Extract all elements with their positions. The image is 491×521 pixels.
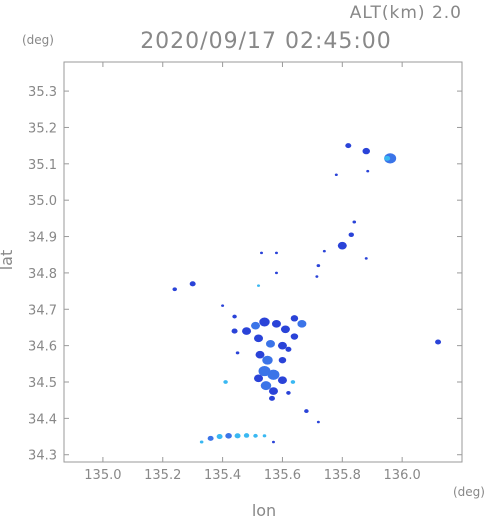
echo-point [221, 304, 225, 307]
y-tick-label: 34.4 [28, 412, 57, 427]
echo-point [290, 380, 296, 384]
echo-point [268, 387, 278, 395]
echo-point [297, 320, 307, 328]
echo-point [259, 317, 270, 327]
y-tick-label: 35.3 [28, 85, 57, 100]
echo-point [254, 334, 263, 343]
echo-point [223, 380, 228, 384]
echo-layer [172, 143, 442, 444]
echo-point [262, 434, 267, 438]
echo-point [243, 433, 250, 438]
echo-point [316, 264, 321, 268]
echo-point [234, 433, 241, 439]
datetime-title: 2020/09/17 02:45:00 [140, 29, 392, 54]
y-axis-unit: (deg) [22, 33, 54, 47]
x-tick-label: 135.0 [84, 468, 121, 483]
y-tick-label: 34.3 [28, 449, 57, 464]
echo-point [364, 257, 368, 260]
y-tick-label: 35.2 [28, 121, 57, 136]
echo-point [286, 391, 291, 395]
echo-point [242, 327, 252, 335]
echo-point [322, 249, 326, 253]
plot-frame [63, 61, 463, 463]
echo-point [352, 220, 357, 224]
echo-point [271, 320, 281, 328]
y-tick-label: 35.0 [28, 194, 57, 209]
echo-point [384, 155, 391, 161]
echo-point [271, 440, 275, 444]
echo-point [334, 173, 338, 177]
echo-point [337, 241, 347, 250]
echo-point [251, 321, 261, 330]
x-tick-label: 135.2 [144, 468, 181, 483]
echo-point [366, 169, 370, 173]
echo-point [189, 281, 196, 287]
echo-point [277, 341, 287, 350]
echo-point [255, 350, 265, 359]
echo-point [274, 271, 278, 275]
altitude-label: ALT(km) 2.0 [350, 3, 462, 23]
echo-point [274, 251, 278, 255]
echo-point [315, 275, 319, 278]
echo-point [253, 433, 258, 438]
echo-point [265, 340, 275, 348]
y-axis-ticks: 34.3 34.4 34.5 34.6 34.7 34.8 34.9 35.0 35.1 35.2… [28, 85, 462, 464]
echo-point [384, 153, 397, 164]
y-tick-label: 35.1 [28, 158, 57, 173]
x-tick-label: 135.6 [264, 468, 301, 483]
y-tick-label: 34.9 [28, 231, 57, 246]
echo-point [316, 420, 320, 424]
echo-point [225, 433, 232, 439]
echo-point [207, 435, 214, 441]
y-tick-label: 34.5 [28, 376, 57, 391]
echo-point [235, 351, 240, 355]
echo-point [260, 251, 264, 255]
echo-point [278, 357, 287, 364]
echo-point [232, 314, 237, 319]
echo-point [199, 440, 204, 444]
y-axis-label: lat [0, 250, 16, 271]
x-tick-label: 135.8 [324, 468, 361, 483]
echo-point [260, 381, 272, 391]
echo-point [362, 147, 370, 155]
echo-point [231, 328, 238, 334]
echo-point [267, 369, 280, 380]
echo-point [258, 366, 271, 377]
echo-point [345, 143, 352, 149]
echo-point [257, 284, 261, 287]
echo-point [254, 374, 263, 383]
echo-point [280, 325, 290, 334]
x-axis-ticks: 135.0 135.2 135.4 135.6 135.8 136.0 [84, 62, 421, 483]
echo-point [268, 395, 275, 401]
y-tick-label: 34.8 [28, 267, 57, 282]
echo-point [172, 287, 177, 292]
y-tick-label: 34.6 [28, 340, 57, 355]
echo-point [262, 355, 273, 365]
echo-point [348, 232, 354, 238]
x-tick-label: 135.4 [204, 468, 241, 483]
echo-point [216, 434, 223, 440]
echo-point [304, 409, 309, 413]
echo-point [277, 376, 287, 384]
x-tick-label: 136.0 [384, 468, 421, 483]
x-axis-label: lon [252, 501, 276, 520]
echo-point [435, 339, 442, 345]
echo-point [290, 333, 299, 340]
echo-point [290, 315, 299, 322]
y-tick-label: 34.7 [28, 303, 57, 318]
echo-point [285, 346, 292, 352]
x-axis-unit: (deg) [453, 485, 485, 499]
